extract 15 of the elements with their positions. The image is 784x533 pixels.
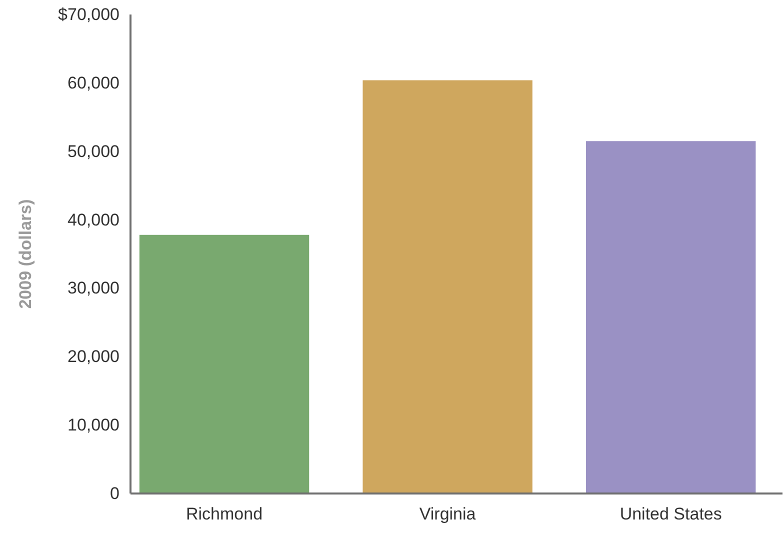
bar <box>586 141 756 494</box>
y-tick-label: 0 <box>110 484 120 503</box>
x-tick-label: Richmond <box>186 504 263 524</box>
y-tick-label: 10,000 <box>68 416 120 435</box>
y-tick-label: $70,000 <box>58 5 120 24</box>
x-tick-label: United States <box>620 504 722 524</box>
y-tick-label: 60,000 <box>68 73 120 92</box>
bar <box>139 234 310 494</box>
bar <box>362 80 532 494</box>
y-tick-label: 50,000 <box>68 142 120 161</box>
x-tick-label: Virginia <box>419 504 476 524</box>
y-axis-title: 2009 (dollars) <box>16 199 36 309</box>
y-tick-label: 20,000 <box>68 347 120 366</box>
y-tick-label: 40,000 <box>68 210 120 230</box>
y-tick-label: 30,000 <box>68 278 120 298</box>
